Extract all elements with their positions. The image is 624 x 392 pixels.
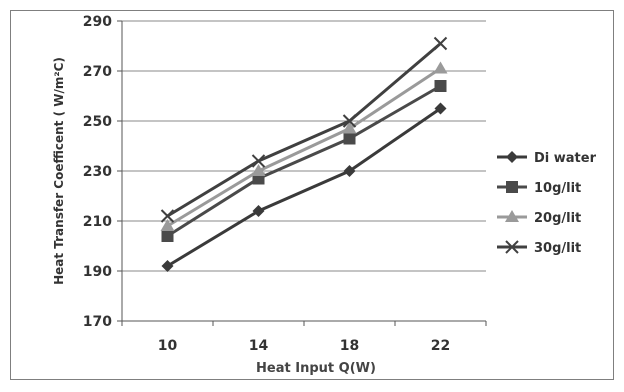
data-point bbox=[434, 80, 447, 92]
y-tick-label: 250 bbox=[83, 114, 112, 130]
series-line bbox=[166, 107, 442, 268]
legend-marker bbox=[505, 240, 519, 254]
data-point bbox=[161, 260, 174, 272]
marker-stroke bbox=[342, 114, 357, 128]
legend: Di water 10g/lit 20g/lit 30g/lit bbox=[497, 151, 597, 256]
legend-item: 30g/lit bbox=[497, 240, 581, 256]
series-line bbox=[166, 67, 442, 228]
series-line bbox=[166, 84, 442, 238]
legend-label: 20g/lit bbox=[534, 211, 581, 226]
data-point bbox=[161, 230, 174, 242]
y-tick-label: 210 bbox=[83, 214, 112, 230]
data-point bbox=[251, 154, 266, 168]
marker-stroke bbox=[160, 209, 175, 223]
legend-marker bbox=[506, 181, 518, 193]
y-axis-label: Heat Transfer Coefficent ( W/m²C) bbox=[52, 57, 66, 285]
x-axis-label: Heat Input Q(W) bbox=[256, 361, 376, 376]
data-point bbox=[160, 219, 175, 231]
y-tick-label: 230 bbox=[83, 164, 112, 180]
data-point bbox=[433, 36, 448, 51]
marker-stroke bbox=[251, 154, 266, 168]
data-point bbox=[434, 102, 447, 115]
legend-label: 10g/lit bbox=[534, 181, 581, 196]
legend-marker bbox=[506, 151, 518, 163]
data-point bbox=[342, 121, 357, 134]
x-tick-label: 22 bbox=[431, 338, 450, 354]
series-line bbox=[166, 42, 442, 218]
gridlines bbox=[122, 20, 486, 322]
data-point bbox=[251, 164, 266, 176]
data-point bbox=[342, 114, 357, 128]
y-tick-label: 270 bbox=[83, 64, 112, 80]
x-tick-label: 14 bbox=[249, 338, 269, 354]
marker-stroke bbox=[505, 240, 519, 254]
y-tick-label: 190 bbox=[83, 264, 112, 280]
legend-label: 30g/lit bbox=[534, 241, 581, 256]
legend-item: 20g/lit bbox=[497, 210, 581, 226]
data-point bbox=[160, 209, 175, 223]
x-tick-label: 18 bbox=[340, 338, 359, 354]
y-tick-label: 170 bbox=[83, 314, 112, 330]
marker-stroke bbox=[433, 36, 448, 51]
data-point bbox=[343, 165, 356, 177]
data-point bbox=[343, 132, 356, 145]
legend-item: 10g/lit bbox=[497, 181, 581, 196]
legend-marker bbox=[505, 210, 519, 222]
series-lines bbox=[160, 36, 448, 272]
axes: 170 190 210 230 250 270 290 10 14 18 22 bbox=[83, 14, 487, 354]
data-point bbox=[252, 205, 265, 217]
data-point bbox=[433, 61, 448, 74]
y-tick-label: 290 bbox=[83, 14, 112, 30]
chart-frame bbox=[10, 10, 614, 380]
legend-item: Di water bbox=[497, 151, 597, 166]
legend-label: Di water bbox=[534, 151, 597, 166]
x-tick-label: 10 bbox=[158, 338, 178, 354]
